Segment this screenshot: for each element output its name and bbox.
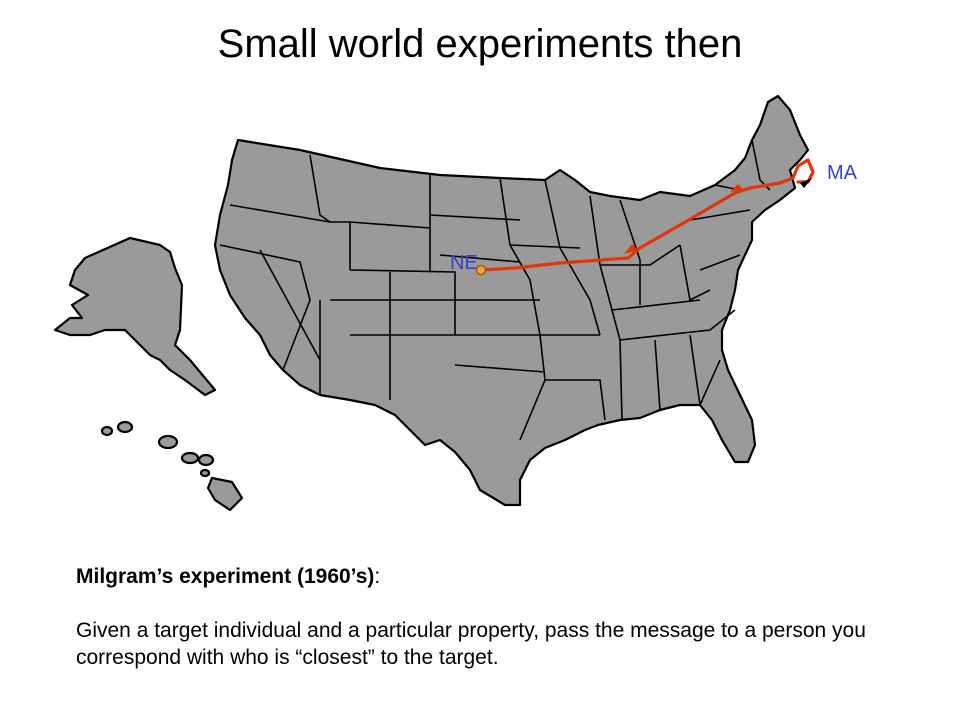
caption-body: Given a target individual and a particul… (76, 619, 866, 669)
target-label-ma: MA (827, 162, 857, 184)
caption-heading: Milgram’s experiment (1960’s) (76, 565, 375, 588)
route-arrow-1 (624, 244, 638, 254)
route-arrow-3 (800, 178, 812, 188)
caption-spacer (76, 590, 956, 617)
message-route (475, 158, 815, 276)
caption-heading-line: Milgram’s experiment (1960’s): (76, 563, 956, 590)
caption: Milgram’s experiment (1960’s): Given a t… (76, 563, 956, 671)
hawaii (100, 420, 244, 512)
state-borders (219, 139, 771, 441)
route-arrow-2 (730, 184, 744, 192)
alaska (53, 236, 217, 397)
origin-label-ne: NE (450, 252, 478, 274)
caption-heading-suffix: : (374, 565, 381, 588)
origin-marker (475, 264, 487, 276)
slide-title: Small world experiments then (217, 22, 743, 66)
